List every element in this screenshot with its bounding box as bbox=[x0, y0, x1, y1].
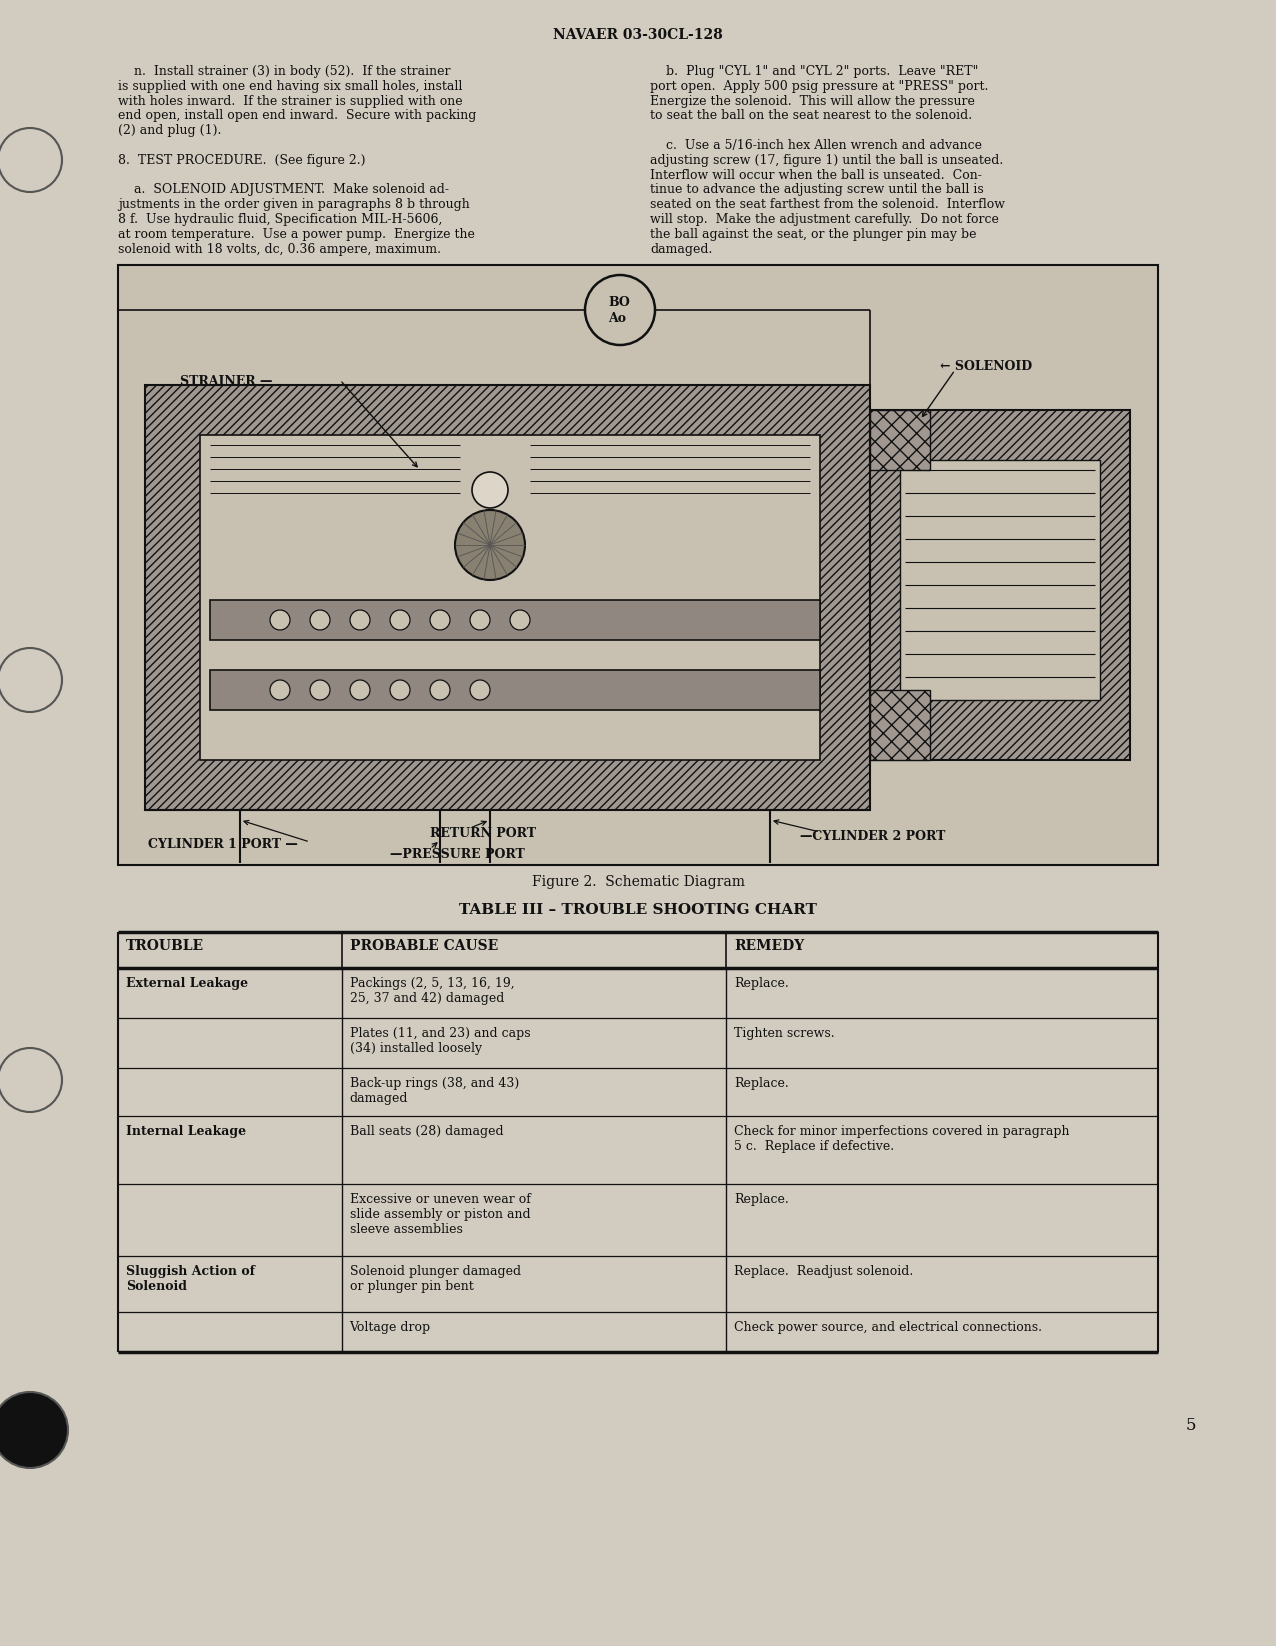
Text: justments in the order given in paragraphs 8 b through: justments in the order given in paragrap… bbox=[117, 198, 470, 211]
Text: —PRESSURE PORT: —PRESSURE PORT bbox=[390, 848, 524, 861]
Text: Replace.: Replace. bbox=[735, 1193, 789, 1207]
Circle shape bbox=[470, 680, 490, 700]
Text: Excessive or uneven wear of
slide assembly or piston and
sleeve assemblies: Excessive or uneven wear of slide assemb… bbox=[350, 1193, 531, 1236]
Circle shape bbox=[0, 128, 63, 193]
Text: is supplied with one end having six small holes, install: is supplied with one end having six smal… bbox=[117, 79, 462, 92]
Circle shape bbox=[510, 611, 530, 630]
Bar bbox=[117, 265, 1159, 866]
Circle shape bbox=[472, 472, 508, 509]
Text: Voltage drop: Voltage drop bbox=[350, 1322, 431, 1333]
Text: adjusting screw (17, figure 1) until the ball is unseated.: adjusting screw (17, figure 1) until the… bbox=[649, 153, 1003, 166]
Text: 8.  TEST PROCEDURE.  (See figure 2.): 8. TEST PROCEDURE. (See figure 2.) bbox=[117, 153, 365, 166]
Text: to seat the ball on the seat nearest to the solenoid.: to seat the ball on the seat nearest to … bbox=[649, 109, 972, 122]
Circle shape bbox=[584, 275, 655, 346]
Bar bbox=[900, 459, 1100, 700]
Text: Figure 2.  Schematic Diagram: Figure 2. Schematic Diagram bbox=[532, 876, 744, 889]
Bar bbox=[145, 385, 870, 810]
Text: Ball seats (28) damaged: Ball seats (28) damaged bbox=[350, 1124, 503, 1137]
Text: Replace.  Readjust solenoid.: Replace. Readjust solenoid. bbox=[735, 1266, 914, 1277]
Circle shape bbox=[390, 680, 410, 700]
Circle shape bbox=[271, 680, 290, 700]
Circle shape bbox=[350, 680, 370, 700]
Bar bbox=[211, 601, 820, 640]
Text: Energize the solenoid.  This will allow the pressure: Energize the solenoid. This will allow t… bbox=[649, 94, 975, 107]
Bar bbox=[870, 690, 930, 760]
Text: 8 f.  Use hydraulic fluid, Specification MIL-H-5606,: 8 f. Use hydraulic fluid, Specification … bbox=[117, 212, 443, 226]
Circle shape bbox=[430, 611, 450, 630]
Text: CYLINDER 1 PORT —: CYLINDER 1 PORT — bbox=[148, 838, 297, 851]
Bar bbox=[870, 410, 1131, 760]
Text: Replace.: Replace. bbox=[735, 1076, 789, 1090]
Bar bbox=[870, 410, 930, 471]
Text: Internal Leakage: Internal Leakage bbox=[126, 1124, 246, 1137]
Bar bbox=[211, 670, 820, 709]
Circle shape bbox=[310, 680, 330, 700]
Circle shape bbox=[390, 611, 410, 630]
Text: solenoid with 18 volts, dc, 0.36 ampere, maximum.: solenoid with 18 volts, dc, 0.36 ampere,… bbox=[117, 242, 441, 255]
Text: TABLE III – TROUBLE SHOOTING CHART: TABLE III – TROUBLE SHOOTING CHART bbox=[459, 904, 817, 917]
Text: Tighten screws.: Tighten screws. bbox=[735, 1027, 835, 1040]
Text: 5: 5 bbox=[1185, 1417, 1197, 1434]
Text: Sluggish Action of
Solenoid: Sluggish Action of Solenoid bbox=[126, 1266, 255, 1294]
Text: —CYLINDER 2 PORT: —CYLINDER 2 PORT bbox=[800, 830, 946, 843]
Text: the ball against the seat, or the plunger pin may be: the ball against the seat, or the plunge… bbox=[649, 227, 976, 240]
Text: Back-up rings (38, and 43)
damaged: Back-up rings (38, and 43) damaged bbox=[350, 1076, 519, 1104]
Text: tinue to advance the adjusting screw until the ball is: tinue to advance the adjusting screw unt… bbox=[649, 183, 984, 196]
Text: Check for minor imperfections covered in paragraph
5 c.  Replace if defective.: Check for minor imperfections covered in… bbox=[735, 1124, 1069, 1152]
Circle shape bbox=[310, 611, 330, 630]
Text: port open.  Apply 500 psig pressure at "PRESS" port.: port open. Apply 500 psig pressure at "P… bbox=[649, 79, 989, 92]
Circle shape bbox=[271, 611, 290, 630]
Circle shape bbox=[0, 1049, 63, 1113]
Text: damaged.: damaged. bbox=[649, 242, 712, 255]
Text: will stop.  Make the adjustment carefully.  Do not force: will stop. Make the adjustment carefully… bbox=[649, 212, 999, 226]
Circle shape bbox=[456, 510, 524, 579]
Text: Packings (2, 5, 13, 16, 19,
25, 37 and 42) damaged: Packings (2, 5, 13, 16, 19, 25, 37 and 4… bbox=[350, 978, 514, 1006]
Text: Interflow will occur when the ball is unseated.  Con-: Interflow will occur when the ball is un… bbox=[649, 168, 981, 181]
Text: Replace.: Replace. bbox=[735, 978, 789, 989]
Text: BO: BO bbox=[607, 296, 630, 309]
Text: PROBABLE CAUSE: PROBABLE CAUSE bbox=[350, 938, 498, 953]
Circle shape bbox=[0, 1393, 68, 1468]
Bar bbox=[200, 435, 820, 760]
Text: b.  Plug "CYL 1" and "CYL 2" ports.  Leave "RET": b. Plug "CYL 1" and "CYL 2" ports. Leave… bbox=[649, 64, 979, 77]
Text: seated on the seat farthest from the solenoid.  Interflow: seated on the seat farthest from the sol… bbox=[649, 198, 1005, 211]
Text: a.  SOLENOID ADJUSTMENT.  Make solenoid ad-: a. SOLENOID ADJUSTMENT. Make solenoid ad… bbox=[117, 183, 449, 196]
Text: end open, install open end inward.  Secure with packing: end open, install open end inward. Secur… bbox=[117, 109, 476, 122]
Text: RETURN PORT: RETURN PORT bbox=[430, 826, 536, 839]
Text: Solenoid plunger damaged
or plunger pin bent: Solenoid plunger damaged or plunger pin … bbox=[350, 1266, 521, 1294]
Text: Ao: Ao bbox=[607, 313, 627, 324]
Text: TROUBLE: TROUBLE bbox=[126, 938, 204, 953]
Text: External Leakage: External Leakage bbox=[126, 978, 248, 989]
Text: ← SOLENOID: ← SOLENOID bbox=[940, 360, 1032, 374]
Text: with holes inward.  If the strainer is supplied with one: with holes inward. If the strainer is su… bbox=[117, 94, 463, 107]
Circle shape bbox=[470, 611, 490, 630]
Text: NAVAER 03-30CL-128: NAVAER 03-30CL-128 bbox=[553, 28, 723, 43]
Circle shape bbox=[350, 611, 370, 630]
Text: n.  Install strainer (3) in body (52).  If the strainer: n. Install strainer (3) in body (52). If… bbox=[117, 64, 450, 77]
Circle shape bbox=[430, 680, 450, 700]
Circle shape bbox=[0, 649, 63, 713]
Text: REMEDY: REMEDY bbox=[735, 938, 805, 953]
Text: (2) and plug (1).: (2) and plug (1). bbox=[117, 123, 221, 137]
Text: Check power source, and electrical connections.: Check power source, and electrical conne… bbox=[735, 1322, 1042, 1333]
Text: at room temperature.  Use a power pump.  Energize the: at room temperature. Use a power pump. E… bbox=[117, 227, 475, 240]
Text: c.  Use a 5/16-inch hex Allen wrench and advance: c. Use a 5/16-inch hex Allen wrench and … bbox=[649, 138, 983, 151]
Text: Plates (11, and 23) and caps
(34) installed loosely: Plates (11, and 23) and caps (34) instal… bbox=[350, 1027, 531, 1055]
Text: STRAINER —: STRAINER — bbox=[180, 375, 272, 388]
